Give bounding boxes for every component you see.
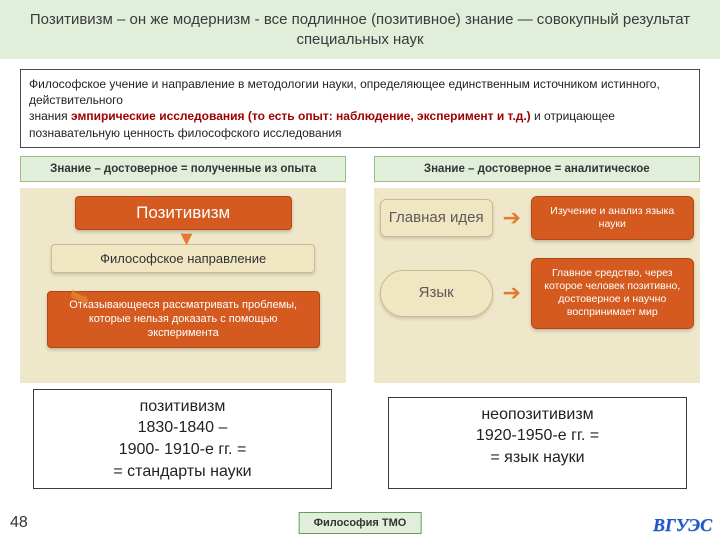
slide-title: Позитивизм – он же модернизм - все подли… — [0, 0, 720, 59]
footer-label: Философия ТМО — [299, 512, 422, 534]
arrow-right-icon: ➔ — [500, 205, 522, 231]
language-description: Главное средство, через которое человек … — [531, 258, 694, 329]
definition-box: Философское учение и направление в метод… — [20, 69, 700, 148]
university-logo: ВГУЭС — [653, 515, 712, 536]
bottom-row: позитивизм1830-1840 –1900- 1910-е гг. ==… — [0, 383, 720, 489]
diagram-row-1: Главная идея ➔ Изучение и анализ языка н… — [380, 196, 694, 240]
left-column-header: Знание – достоверное = полученные из опы… — [20, 156, 346, 182]
two-column-layout: Знание – достоверное = полученные из опы… — [0, 156, 720, 383]
positivism-top-box: Позитивизм — [75, 196, 292, 230]
positivism-period-box: позитивизм1830-1840 –1900- 1910-е гг. ==… — [33, 389, 332, 489]
neopositivism-period-box: неопозитивизм1920-1950-е гг. == язык нау… — [388, 397, 687, 489]
main-idea-description: Изучение и анализ языка науки — [531, 196, 694, 240]
definition-part2-word: знания — [29, 109, 71, 123]
language-oval: Язык — [380, 270, 493, 317]
page-number: 48 — [10, 514, 28, 532]
definition-part1: Философское учение и направление в метод… — [29, 77, 660, 107]
diagram-row-2: Язык ➔ Главное средство, через которое ч… — [380, 258, 694, 329]
neopositivism-diagram: Главная идея ➔ Изучение и анализ языка н… — [374, 188, 700, 383]
arrow-down-icon: ▼ — [177, 228, 197, 251]
left-column: Знание – достоверное = полученные из опы… — [20, 156, 346, 383]
definition-emphasis: эмпирические исследования (то есть опыт:… — [71, 109, 531, 123]
right-column: Знание – достоверное = аналитическое Гла… — [374, 156, 700, 383]
right-column-header: Знание – достоверное = аналитическое — [374, 156, 700, 182]
arrow-right-icon: ➔ — [500, 280, 522, 306]
main-idea-box: Главная идея — [380, 199, 493, 238]
positivism-diagram: Позитивизм ▼ Философское направление ➥ О… — [20, 188, 346, 383]
